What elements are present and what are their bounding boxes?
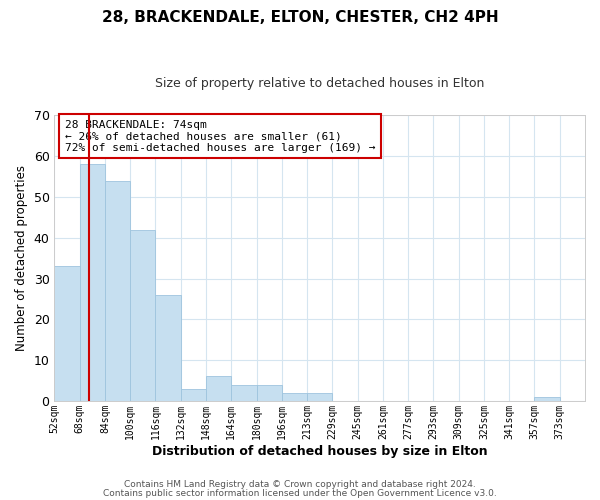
Bar (80, 164, 105, 401)
Bar (206, 376, 231, 401)
Title: Size of property relative to detached houses in Elton: Size of property relative to detached ho… (155, 78, 484, 90)
Bar (282, 393, 307, 401)
Bar (105, 180, 130, 401)
Bar (257, 384, 282, 401)
Bar (55, 266, 80, 401)
Bar (535, 397, 560, 401)
Text: 28, BRACKENDALE, ELTON, CHESTER, CH2 4PH: 28, BRACKENDALE, ELTON, CHESTER, CH2 4PH (101, 10, 499, 25)
Text: Contains public sector information licensed under the Open Government Licence v3: Contains public sector information licen… (103, 490, 497, 498)
Bar (231, 384, 257, 401)
Bar (155, 295, 181, 401)
Y-axis label: Number of detached properties: Number of detached properties (15, 165, 28, 351)
X-axis label: Distribution of detached houses by size in Elton: Distribution of detached houses by size … (152, 444, 488, 458)
Bar (181, 388, 206, 401)
Bar (130, 230, 155, 401)
Text: 28 BRACKENDALE: 74sqm
← 26% of detached houses are smaller (61)
72% of semi-deta: 28 BRACKENDALE: 74sqm ← 26% of detached … (65, 120, 376, 153)
Text: Contains HM Land Registry data © Crown copyright and database right 2024.: Contains HM Land Registry data © Crown c… (124, 480, 476, 489)
Bar (307, 393, 332, 401)
